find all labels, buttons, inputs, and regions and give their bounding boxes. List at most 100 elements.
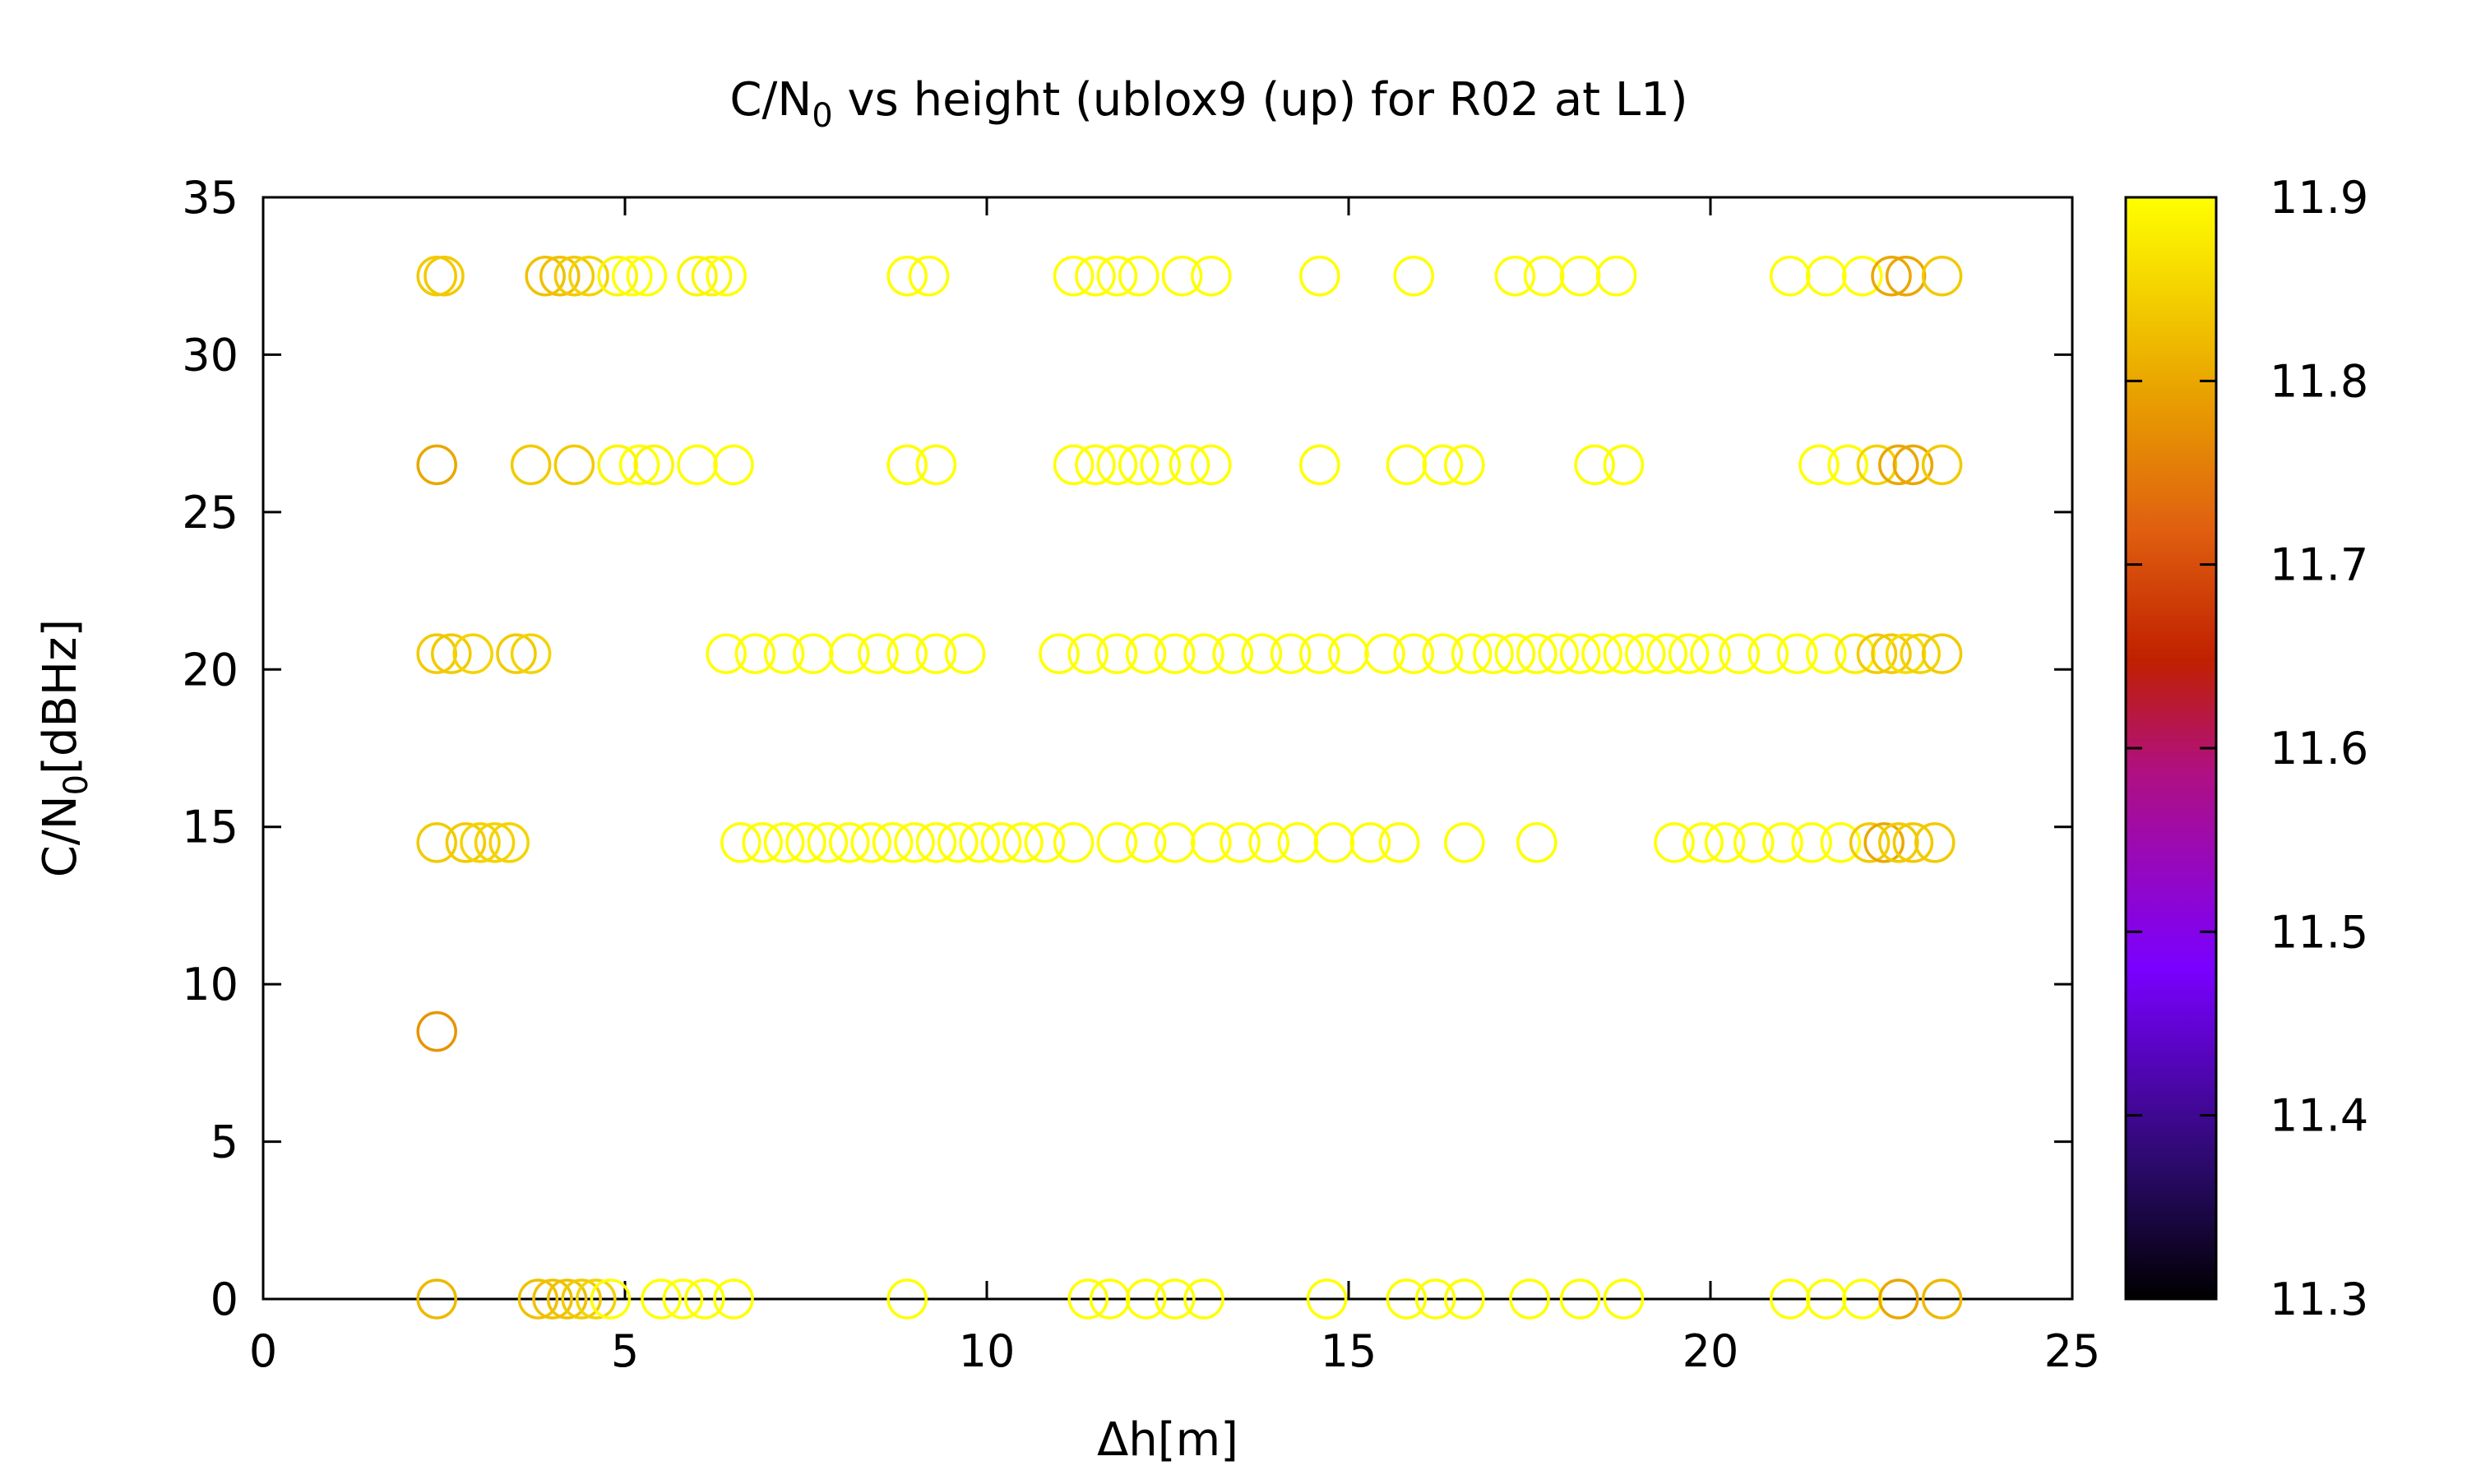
data-point — [742, 822, 783, 863]
data-point — [1849, 822, 1891, 863]
data-point — [1603, 1278, 1645, 1320]
x-tick-label: 10 — [959, 1325, 1016, 1377]
data-point — [944, 633, 986, 674]
data-point — [1791, 822, 1832, 863]
data-point — [886, 255, 928, 297]
data-point — [1538, 633, 1579, 674]
y-tick-label: 25 — [182, 487, 238, 539]
data-point — [829, 633, 870, 674]
colorbar-tick-label: 11.9 — [2270, 172, 2368, 224]
data-point — [829, 822, 870, 863]
data-point — [915, 444, 957, 486]
colorbar-tick-label: 11.7 — [2270, 539, 2368, 591]
data-point — [1299, 444, 1340, 486]
data-point — [1386, 1278, 1428, 1320]
data-point — [1885, 255, 1927, 297]
data-point — [706, 633, 747, 674]
y-tick-label: 30 — [182, 329, 238, 381]
x-tick-label: 0 — [249, 1325, 277, 1377]
y-tick-label: 0 — [211, 1274, 238, 1325]
data-point — [1422, 633, 1464, 674]
data-point — [1393, 255, 1434, 297]
colorbar-tick-label: 11.3 — [2270, 1274, 2368, 1325]
data-point — [416, 444, 457, 486]
data-point — [1892, 444, 1934, 486]
data-point — [1053, 444, 1095, 486]
data-point — [1581, 633, 1622, 674]
data-point — [1067, 1278, 1109, 1320]
data-point — [1096, 444, 1138, 486]
y-axis-title-subscript: 0 — [58, 774, 95, 795]
y-axis-title-main: C/N — [34, 795, 87, 877]
data-point — [1444, 822, 1485, 863]
data-point — [959, 822, 1000, 863]
data-point — [517, 1278, 559, 1320]
data-point — [1169, 444, 1210, 486]
data-point — [1516, 633, 1557, 674]
data-point — [1161, 255, 1203, 297]
x-tick-label: 25 — [2044, 1325, 2101, 1377]
y-tick-label: 20 — [182, 644, 238, 696]
data-point — [1806, 1278, 1847, 1320]
data-point — [1414, 1278, 1456, 1320]
data-point — [1053, 255, 1095, 297]
data-point — [1921, 633, 1963, 674]
data-point — [1125, 633, 1167, 674]
data-point — [1921, 1278, 1963, 1320]
data-point — [1603, 633, 1645, 674]
data-point — [1921, 255, 1963, 297]
data-point — [1494, 633, 1536, 674]
data-point — [1241, 633, 1283, 674]
data-point — [980, 822, 1022, 863]
data-point — [431, 633, 472, 674]
data-point — [793, 633, 834, 674]
data-point — [539, 255, 581, 297]
chart-title-main: C/N — [729, 73, 812, 127]
data-point — [641, 1278, 682, 1320]
data-point — [915, 633, 957, 674]
data-point — [1900, 633, 1941, 674]
data-point — [662, 1278, 704, 1320]
data-point — [488, 822, 530, 863]
data-point — [1863, 822, 1905, 863]
data-point — [474, 822, 516, 863]
data-point — [1155, 1278, 1196, 1320]
data-point — [626, 255, 668, 297]
y-tick-label: 5 — [211, 1116, 238, 1168]
data-point — [1039, 633, 1080, 674]
data-point — [706, 255, 747, 297]
data-point — [691, 255, 733, 297]
data-point — [1328, 633, 1369, 674]
data-point — [1690, 633, 1731, 674]
data-point — [915, 822, 957, 863]
data-point — [1878, 1278, 1919, 1320]
data-point — [1096, 255, 1138, 297]
data-point — [785, 822, 826, 863]
data-point — [1776, 633, 1818, 674]
data-point — [1155, 822, 1196, 863]
data-point — [1654, 822, 1695, 863]
data-point — [1856, 444, 1898, 486]
data-point — [1878, 822, 1919, 863]
data-point — [1183, 1278, 1224, 1320]
y-axis-title-rest: [dBHz] — [34, 619, 87, 774]
data-point — [546, 1278, 588, 1320]
data-point — [886, 633, 928, 674]
data-point — [1364, 633, 1405, 674]
data-point — [416, 1010, 457, 1052]
data-point — [553, 444, 595, 486]
data-point — [1625, 633, 1666, 674]
data-point — [1559, 255, 1601, 297]
data-point — [1473, 633, 1514, 674]
data-point — [1155, 633, 1196, 674]
data-point — [1349, 822, 1391, 863]
data-point — [1220, 822, 1261, 863]
data-point — [1075, 444, 1116, 486]
data-point — [1595, 255, 1637, 297]
data-point — [1378, 822, 1420, 863]
x-axis-ticks: 0 5 10 15 20 25 — [249, 197, 2101, 1377]
data-point — [1646, 633, 1687, 674]
data-point — [590, 1278, 632, 1320]
data-point — [1089, 1278, 1131, 1320]
